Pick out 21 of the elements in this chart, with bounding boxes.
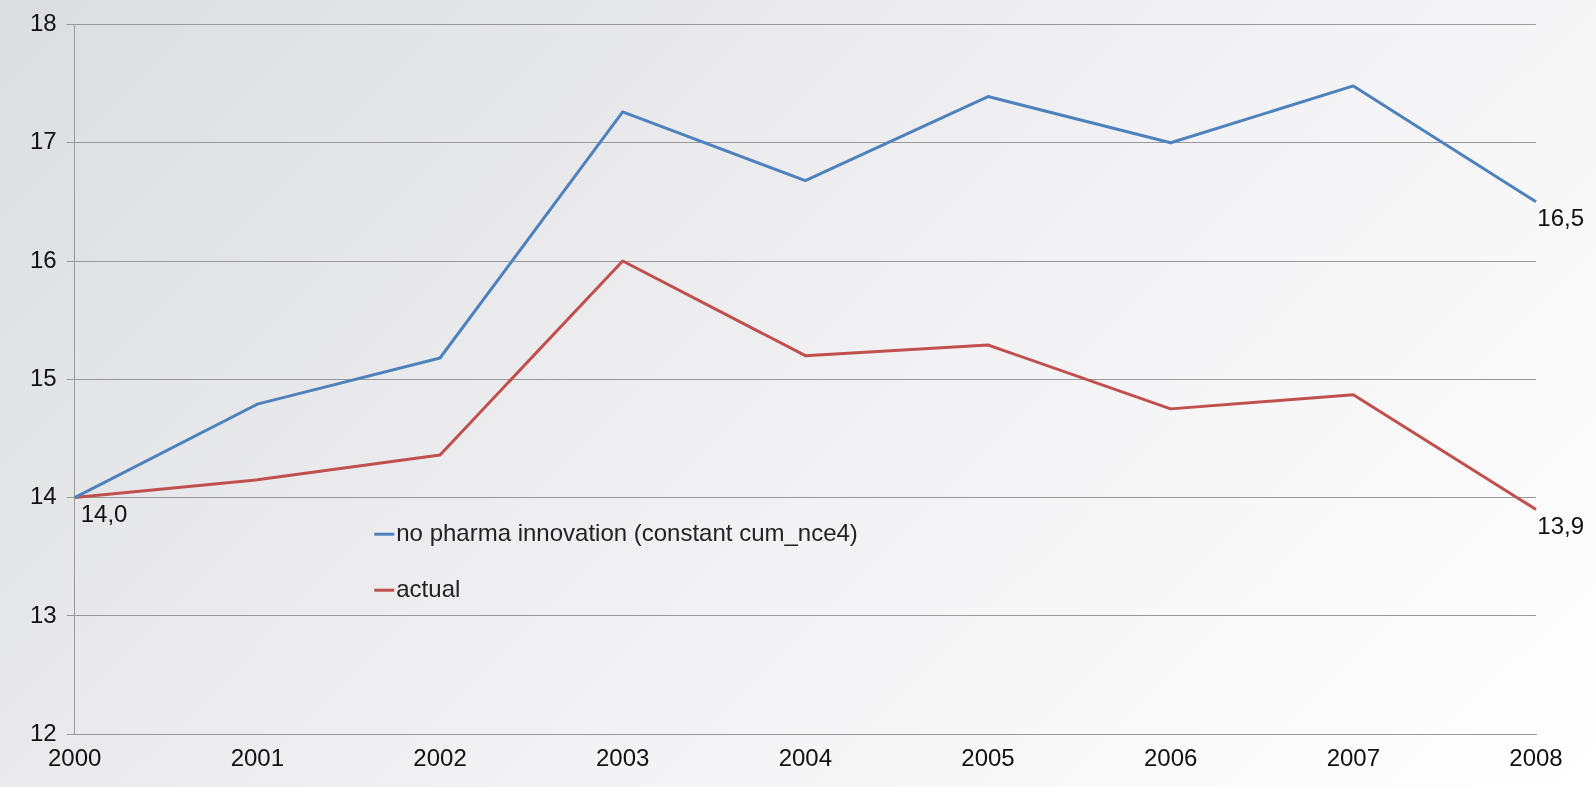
y-tick-label: 17: [29, 127, 57, 155]
x-tick-label: 2006: [1143, 744, 1198, 772]
legend-label: actual: [396, 574, 461, 602]
data-label: 16,5: [1537, 204, 1584, 232]
y-tick-label: 13: [29, 600, 57, 628]
x-tick-label: 2001: [230, 744, 285, 772]
x-tick-label: 2000: [48, 744, 102, 772]
data-label: 13,9: [1537, 512, 1584, 540]
y-tick-label: 14: [29, 482, 57, 510]
y-tick-label: 16: [29, 245, 57, 273]
legend-label: no pharma innovation (constant cum_nce4): [396, 518, 858, 546]
x-tick-label: 2004: [778, 744, 833, 772]
data-label: 14,0: [80, 500, 128, 528]
x-tick-label: 2003: [595, 744, 650, 772]
x-tick-label: 2008: [1509, 744, 1563, 772]
x-tick-label: 2007: [1326, 744, 1381, 772]
y-tick-label: 12: [29, 718, 57, 746]
y-tick-label: 18: [29, 9, 57, 37]
y-tick-label: 15: [29, 363, 57, 391]
x-tick-label: 2002: [413, 744, 467, 772]
x-tick-label: 2005: [961, 744, 1015, 772]
